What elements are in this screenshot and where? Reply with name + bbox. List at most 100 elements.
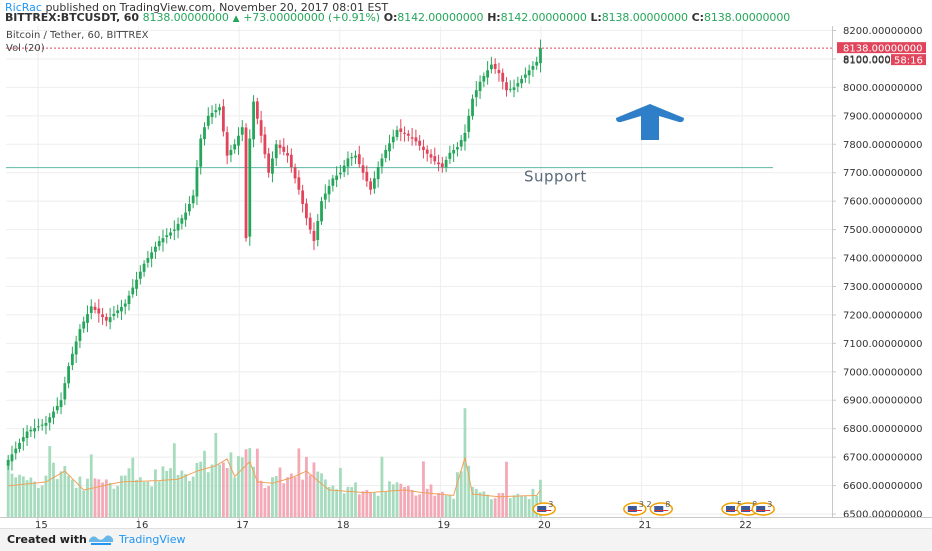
candle bbox=[331, 174, 335, 192]
volume-bar bbox=[289, 473, 293, 517]
price-tick-label: 6800.00000000 bbox=[843, 424, 923, 435]
close-value: 8138.00000000 bbox=[703, 11, 791, 22]
tradingview-brand-link[interactable]: TradingView bbox=[119, 533, 186, 546]
volume-bar bbox=[486, 494, 490, 517]
candle bbox=[305, 198, 308, 226]
candle bbox=[214, 103, 218, 118]
candle bbox=[414, 129, 418, 146]
volume-bar bbox=[459, 471, 463, 517]
support-label: Support bbox=[524, 168, 587, 186]
candle bbox=[531, 61, 535, 77]
volume-bar bbox=[29, 477, 33, 517]
volume-bar bbox=[104, 479, 108, 517]
volume-bar bbox=[422, 461, 425, 517]
volume-bar bbox=[305, 456, 308, 517]
candle bbox=[312, 222, 316, 251]
volume-bar bbox=[452, 498, 456, 517]
candle bbox=[221, 99, 225, 137]
volume-bar bbox=[467, 465, 471, 517]
volume-bar bbox=[478, 492, 482, 517]
candle bbox=[320, 196, 323, 225]
candle bbox=[486, 61, 490, 85]
candle bbox=[225, 126, 229, 165]
candle bbox=[154, 241, 157, 259]
volume-bar bbox=[331, 485, 335, 517]
candle bbox=[406, 130, 410, 142]
price-tick-label: 7300.00000000 bbox=[843, 282, 923, 293]
candle bbox=[74, 335, 78, 363]
time-axis[interactable]: 15 16 17 18 19 20 21 22 bbox=[0, 517, 932, 528]
price-tags: 8138.00000000 8100.000 58:16 bbox=[837, 42, 926, 67]
volume-bar bbox=[199, 461, 203, 517]
candle bbox=[505, 77, 508, 97]
candle bbox=[463, 124, 467, 151]
volume-bar bbox=[471, 486, 474, 517]
candle bbox=[127, 290, 131, 311]
volume-bar bbox=[278, 467, 282, 517]
event-marker[interactable]: 8 bbox=[649, 500, 674, 516]
candle bbox=[501, 68, 505, 90]
volume-bar bbox=[259, 480, 263, 517]
publish-info: published on TradingView.com, November 2… bbox=[45, 1, 389, 14]
volume-bar bbox=[361, 491, 365, 517]
candle bbox=[339, 164, 342, 179]
candle bbox=[384, 144, 388, 163]
volume-bar bbox=[508, 498, 512, 517]
candle bbox=[440, 156, 444, 173]
candle bbox=[10, 445, 14, 471]
volume-bar bbox=[527, 498, 531, 517]
candle bbox=[471, 94, 474, 120]
candle bbox=[21, 427, 25, 451]
candle bbox=[229, 144, 233, 163]
candle bbox=[323, 184, 327, 209]
candle bbox=[335, 166, 339, 188]
candle bbox=[165, 228, 169, 244]
volume-bar bbox=[210, 464, 214, 517]
candle bbox=[52, 406, 55, 425]
price-axis[interactable]: 8200.00000000 8100.00000000 8000.00000000 7… bbox=[832, 26, 923, 521]
volume-bar bbox=[229, 452, 233, 517]
event-marker[interactable]: 3 bbox=[751, 500, 775, 516]
volume-bar bbox=[301, 479, 305, 517]
candle bbox=[301, 184, 305, 213]
volume-bar bbox=[248, 448, 252, 517]
time-tick-label: 16 bbox=[136, 520, 149, 528]
candle bbox=[342, 159, 346, 178]
price-chart[interactable]: Support 33 28583 8200.000000008100.00000… bbox=[0, 22, 932, 528]
candle bbox=[67, 362, 70, 389]
candle bbox=[448, 145, 452, 164]
price-tick-label: 7200.00000000 bbox=[843, 310, 923, 321]
candle bbox=[244, 123, 248, 242]
volume-bars bbox=[6, 408, 542, 517]
time-tick-label: 17 bbox=[236, 520, 249, 528]
volume-moving-average-line bbox=[8, 457, 541, 498]
time-tick-label: 22 bbox=[739, 520, 752, 528]
candle bbox=[6, 454, 10, 470]
volume-bar bbox=[184, 474, 188, 517]
event-marker[interactable]: 3 bbox=[532, 500, 556, 516]
candle bbox=[508, 80, 512, 93]
candle bbox=[40, 419, 44, 431]
time-tick-label: 18 bbox=[337, 520, 350, 528]
volume-bar bbox=[444, 495, 448, 517]
candle bbox=[516, 76, 520, 93]
chart-grid bbox=[6, 26, 832, 517]
candle bbox=[520, 75, 523, 89]
author-link[interactable]: RicRac bbox=[5, 1, 42, 14]
volume-bar bbox=[320, 473, 323, 517]
volume-bar bbox=[40, 485, 44, 517]
volume-bar bbox=[274, 475, 278, 517]
candle bbox=[233, 139, 237, 154]
event-badge-count: 8 bbox=[665, 500, 670, 509]
volume-bar bbox=[240, 457, 244, 517]
legend-series: Bitcoin / Tether, 60, BITTREX bbox=[6, 30, 149, 41]
candle bbox=[391, 129, 395, 149]
time-tick-label: 15 bbox=[35, 520, 48, 528]
candle bbox=[369, 177, 372, 195]
volume-bar bbox=[203, 450, 206, 517]
volume-bar bbox=[188, 480, 191, 517]
event-marker[interactable]: 3 2 bbox=[623, 500, 652, 516]
candle bbox=[252, 95, 255, 148]
candle bbox=[142, 260, 146, 277]
volume-bar bbox=[369, 492, 372, 517]
